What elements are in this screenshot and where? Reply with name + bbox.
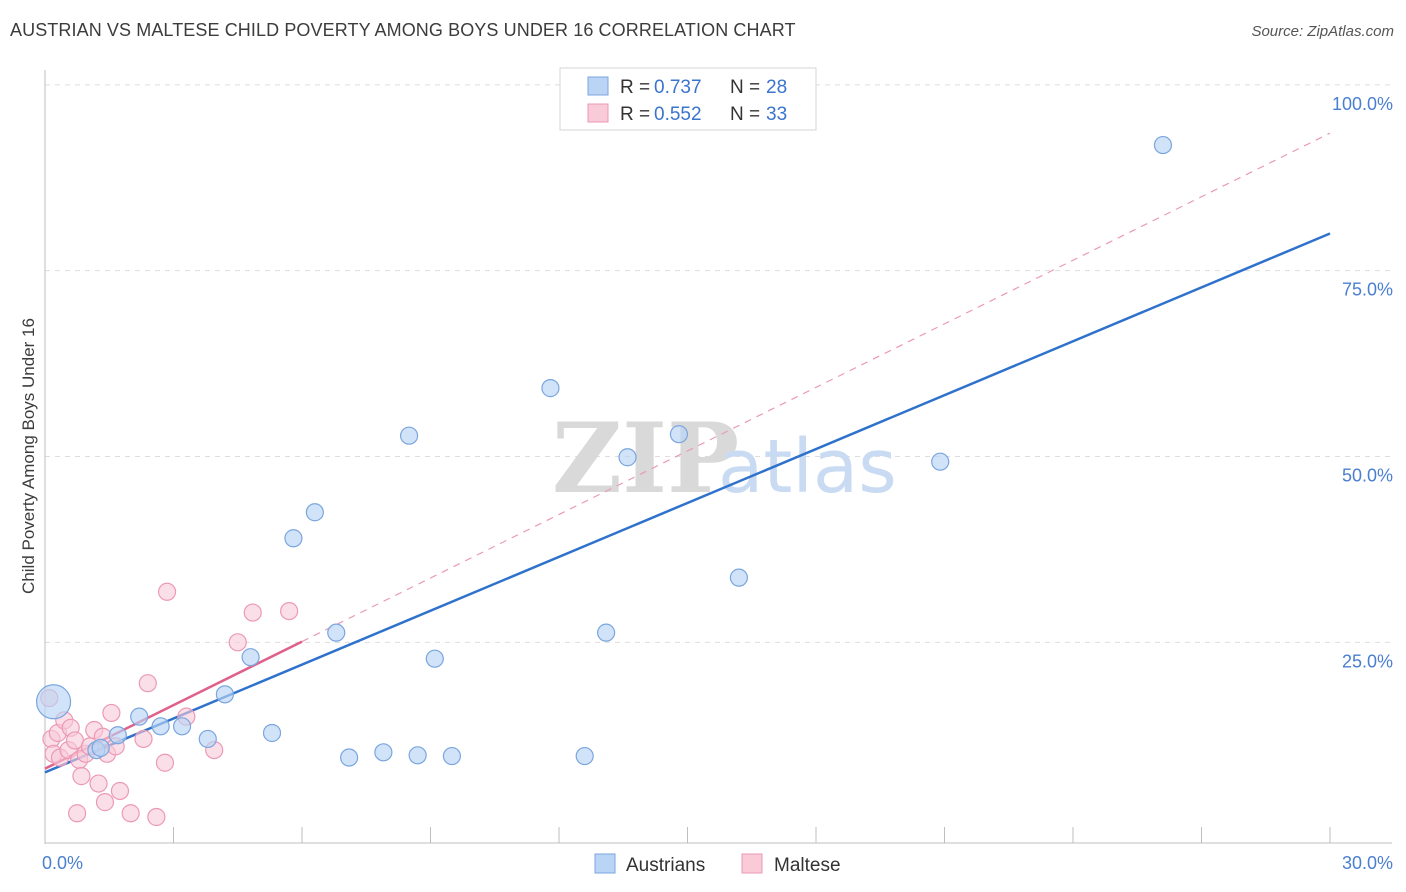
austrian-point bbox=[399, 426, 419, 445]
y-tick-label: 100.0% bbox=[1332, 94, 1393, 114]
legend-r-label: R = bbox=[620, 77, 650, 98]
maltese-point bbox=[134, 729, 153, 749]
austrian-point bbox=[374, 743, 393, 762]
legend-swatch-maltese[interactable] bbox=[741, 853, 763, 874]
austrian-point bbox=[575, 746, 594, 766]
austrian-point bbox=[35, 684, 72, 720]
watermark: ZIP atlas bbox=[552, 402, 897, 515]
legend-n-label: N = bbox=[730, 77, 760, 98]
austrian-point bbox=[215, 685, 234, 704]
maltese-point bbox=[147, 807, 166, 827]
maltese-point bbox=[243, 603, 262, 622]
source-label: Source: ZipAtlas.com bbox=[1251, 23, 1394, 40]
legend-r-value: 0.737 bbox=[654, 77, 702, 98]
legend-n-label: N = bbox=[730, 104, 760, 125]
legend-r-value: 0.552 bbox=[654, 104, 702, 125]
austrian-point bbox=[931, 452, 950, 471]
austrian-point bbox=[305, 503, 324, 522]
legend-r-label: R = bbox=[620, 104, 650, 125]
maltese-point bbox=[95, 793, 115, 812]
series-legend: Austrians Maltese bbox=[594, 853, 841, 876]
austrian-point bbox=[130, 707, 149, 726]
legend-swatch-austrians[interactable] bbox=[594, 853, 616, 874]
x-tick-labels: 0.0% 30.0% bbox=[42, 853, 1393, 873]
legend-label-austrians[interactable]: Austrians bbox=[626, 855, 705, 876]
scatter-points bbox=[35, 135, 1173, 827]
austrian-point bbox=[151, 717, 170, 736]
austrian-point bbox=[241, 648, 260, 667]
x-tick-label: 30.0% bbox=[1342, 853, 1393, 873]
austrian-point bbox=[340, 748, 359, 767]
austrian-point bbox=[618, 448, 637, 467]
legend-n-value: 28 bbox=[766, 77, 787, 98]
austrian-point bbox=[1153, 135, 1173, 155]
maltese-point bbox=[89, 774, 108, 793]
austrian-point bbox=[597, 623, 616, 642]
austrian-point bbox=[442, 746, 462, 766]
austrian-point bbox=[172, 717, 192, 736]
maltese-point bbox=[72, 767, 91, 786]
austrian-point bbox=[91, 738, 110, 757]
maltese-point bbox=[157, 582, 177, 601]
austrian-point bbox=[284, 529, 303, 548]
y-tick-label: 50.0% bbox=[1342, 466, 1393, 486]
austrian-point bbox=[408, 746, 427, 765]
austrian-point bbox=[108, 726, 127, 745]
y-tick-labels: 25.0% 50.0% 75.0% 100.0% bbox=[1332, 94, 1393, 671]
maltese-point bbox=[280, 601, 299, 621]
correlation-legend: R = 0.737 N = 28 R = 0.552 N = 33 bbox=[559, 67, 817, 131]
maltese-point bbox=[68, 804, 87, 823]
austrian-point bbox=[425, 649, 444, 668]
maltese-point bbox=[228, 633, 247, 652]
x-tick-label: 0.0% bbox=[42, 853, 83, 873]
y-axis-label: Child Poverty Among Boys Under 16 bbox=[19, 318, 38, 594]
austrian-point bbox=[327, 623, 346, 642]
grid-lines bbox=[45, 84, 1392, 643]
maltese-point bbox=[155, 753, 175, 772]
watermark-atlas: atlas bbox=[718, 424, 897, 510]
maltese-point bbox=[110, 781, 130, 801]
legend-label-maltese[interactable]: Maltese bbox=[774, 855, 841, 876]
austrian-point bbox=[198, 729, 217, 749]
trend-line-maltese-dashed bbox=[301, 132, 1331, 643]
maltese-point bbox=[102, 703, 121, 723]
watermark-zip: ZIP bbox=[552, 402, 739, 515]
austrian-point bbox=[541, 379, 560, 398]
maltese-point bbox=[138, 674, 157, 693]
trend-line-austrians bbox=[44, 232, 1331, 774]
chart-title: AUSTRIAN VS MALTESE CHILD POVERTY AMONG … bbox=[10, 20, 796, 40]
y-tick-label: 25.0% bbox=[1342, 651, 1393, 671]
maltese-point bbox=[121, 804, 140, 823]
y-tick-label: 75.0% bbox=[1342, 280, 1393, 300]
legend-n-value: 33 bbox=[766, 104, 787, 125]
austrian-point bbox=[262, 723, 282, 743]
legend-swatch-austrians bbox=[587, 76, 609, 96]
austrian-point bbox=[729, 568, 749, 587]
austrian-point bbox=[669, 425, 689, 444]
legend-swatch-maltese bbox=[587, 103, 609, 123]
